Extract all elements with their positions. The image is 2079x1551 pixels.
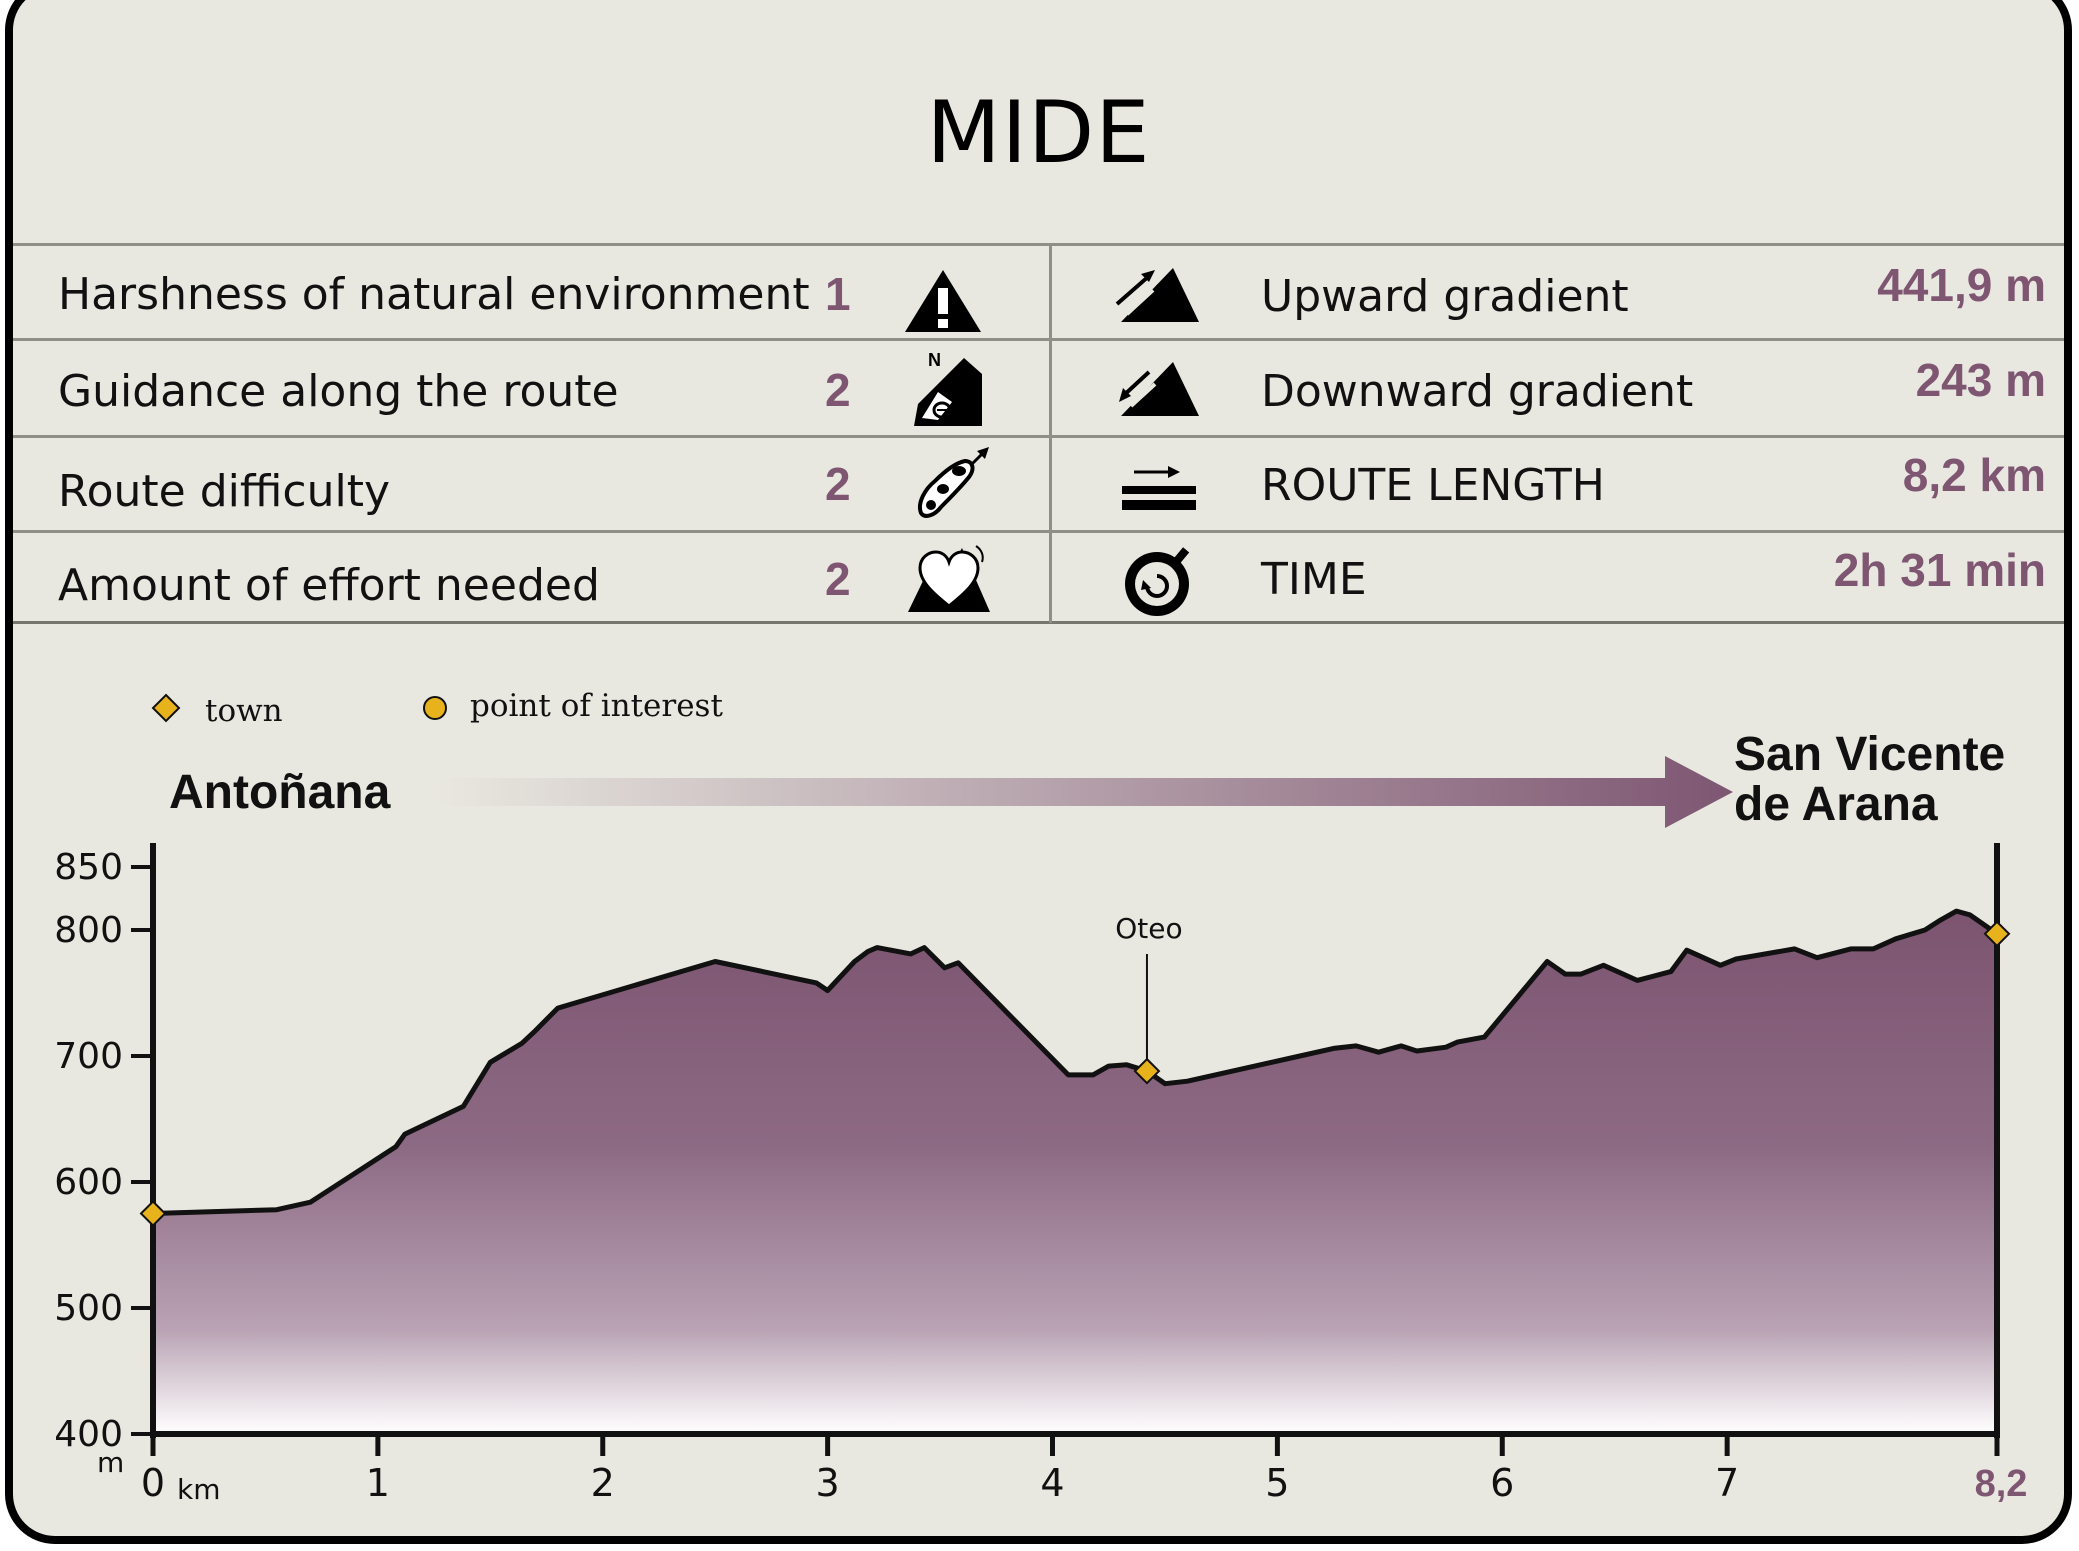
y-tick-label: 700 bbox=[54, 1036, 123, 1077]
guidance-label: Guidance along the route bbox=[58, 366, 619, 417]
x-axis-unit: km bbox=[177, 1473, 221, 1506]
stopwatch-icon bbox=[1125, 547, 1190, 616]
x-tick-label: 7 bbox=[1715, 1461, 1739, 1505]
x-tick-label: 4 bbox=[1040, 1461, 1064, 1505]
town-marker bbox=[1983, 920, 2011, 948]
x-tick-label: 5 bbox=[1265, 1461, 1289, 1505]
town-marker bbox=[139, 1200, 167, 1227]
y-axis-unit: m bbox=[97, 1446, 124, 1479]
x-tick-label: 8,2 bbox=[1975, 1463, 2028, 1505]
town-label: Oteo bbox=[1115, 912, 1182, 945]
downhill-icon bbox=[1119, 362, 1199, 416]
x-tick-label: 1 bbox=[366, 1461, 390, 1505]
warning-icon bbox=[905, 270, 981, 332]
uphill-icon bbox=[1115, 268, 1199, 322]
legend-town-icon bbox=[151, 693, 181, 723]
effort-label: Amount of effort needed bbox=[58, 560, 600, 611]
profile-area bbox=[153, 911, 1997, 1434]
elevation-profile-chart: 400 500 600 700 800 850 m 0 1 2 3 4 5 6 7 8,2 km Oteo bbox=[54, 756, 2028, 1506]
effort-value: 2 bbox=[825, 553, 851, 605]
legend-town-label: town bbox=[205, 693, 283, 729]
difficulty-value: 2 bbox=[825, 458, 851, 510]
row-divider bbox=[13, 435, 2064, 438]
guidance-value: 2 bbox=[825, 364, 851, 416]
x-tick-label: 0 bbox=[141, 1461, 165, 1505]
table-top-divider bbox=[13, 243, 2064, 246]
footprint-icon bbox=[918, 447, 989, 518]
profile-line bbox=[152, 908, 1999, 1216]
heart-mountain-icon bbox=[908, 545, 990, 612]
x-tick-label: 6 bbox=[1490, 1461, 1514, 1505]
end-place-line1: San Vicente bbox=[1734, 728, 2006, 781]
downward-gradient-value: 243 m bbox=[1915, 354, 2046, 406]
harshness-label: Harshness of natural environment bbox=[58, 269, 810, 320]
y-tick-label: 800 bbox=[54, 910, 123, 951]
time-value: 2h 31 min bbox=[1833, 544, 2046, 596]
table-bottom-divider bbox=[13, 621, 2064, 624]
svg-text:N: N bbox=[928, 350, 941, 370]
orientation-icon: N bbox=[914, 350, 982, 426]
distance-icon bbox=[1122, 466, 1196, 510]
x-tick-label: 3 bbox=[816, 1461, 840, 1505]
y-tick-label: 500 bbox=[54, 1288, 123, 1329]
route-length-label: ROUTE LENGTH bbox=[1261, 460, 1605, 511]
end-place-line2: de Arana bbox=[1734, 778, 1938, 831]
y-tick-label: 600 bbox=[54, 1162, 123, 1203]
route-length-value: 8,2 km bbox=[1902, 449, 2046, 501]
y-tick-label: 850 bbox=[54, 847, 123, 888]
column-divider bbox=[1049, 246, 1052, 623]
row-divider bbox=[13, 530, 2064, 533]
upward-gradient-label: Upward gradient bbox=[1261, 271, 1629, 322]
legend-poi-label: point of interest bbox=[470, 688, 723, 724]
page-title: MIDE bbox=[926, 83, 1151, 183]
difficulty-label: Route difficulty bbox=[58, 466, 390, 517]
row-divider bbox=[13, 338, 2064, 341]
downward-gradient-label: Downward gradient bbox=[1261, 366, 1694, 417]
start-place: Antoñana bbox=[169, 766, 391, 819]
legend-poi-icon bbox=[423, 696, 447, 720]
mide-card: MIDE Harshness of natural environment 1 … bbox=[5, 0, 2072, 1544]
route-direction-arrow bbox=[433, 756, 1733, 828]
y-tick-label: 400 bbox=[54, 1414, 123, 1455]
town-marker bbox=[1133, 1057, 1161, 1085]
x-tick-label: 2 bbox=[591, 1461, 615, 1505]
upward-gradient-value: 441,9 m bbox=[1877, 259, 2046, 311]
harshness-value: 1 bbox=[825, 268, 851, 320]
time-label: TIME bbox=[1261, 554, 1367, 605]
